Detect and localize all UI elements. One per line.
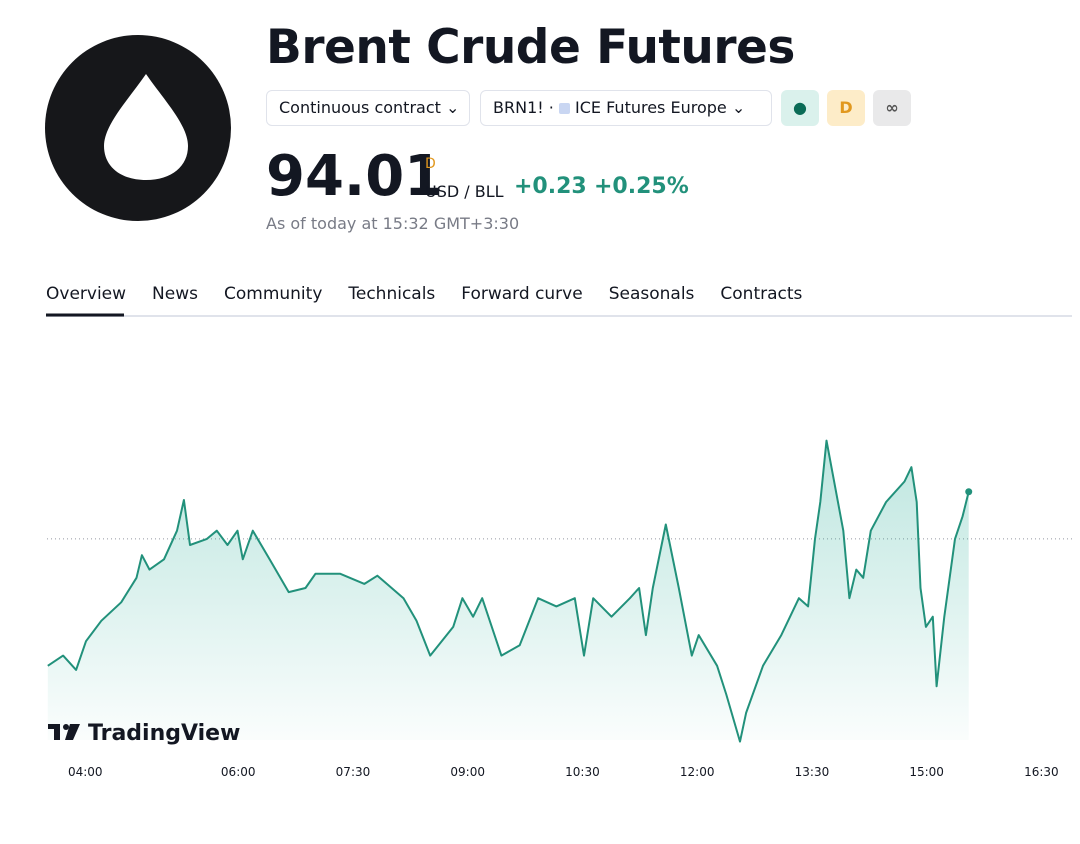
tab[interactable]: Technicals [348,284,436,304]
change-percent: +0.25% [594,174,689,199]
x-tick-label: 07:30 [336,765,371,779]
logo-drop [104,74,188,180]
x-tick-label: 15:00 [909,765,944,779]
watermark: TradingView [88,721,240,746]
change: +0.23 [514,174,587,199]
last-point [965,488,973,496]
x-tick-label: 16:30 [1024,765,1059,779]
continuous-badge[interactable]: ∞ [873,90,911,126]
area [47,440,969,742]
tab[interactable]: Seasonals [608,284,695,304]
delay-badge[interactable]: D [827,90,865,126]
watermark-icon [48,724,80,740]
currency: USD / BLL [425,182,504,201]
price: 94.01 [266,144,444,209]
tab[interactable]: Contracts [720,284,803,304]
price-flag: D [425,156,436,172]
timestamp: As of today at 15:32 GMT+3:30 [266,214,520,233]
x-tick-label: 13:30 [795,765,830,779]
price-line [47,439,970,743]
tabs: Overview News Community Technicals Forward c… [46,284,802,313]
tab[interactable]: Overview [46,284,127,304]
contract-dropdown[interactable]: Continuous contract ⌄ [266,90,470,126]
x-tick-label: 12:00 [680,765,715,779]
tab[interactable]: News [152,284,198,304]
x-tick-label: 04:00 [68,765,103,779]
x-tick-label: 09:00 [450,765,485,779]
contract: Continuous contract [279,98,441,117]
exchange: ICE Futures Europe [575,98,727,117]
x-tick-label: 06:00 [221,765,256,779]
exchange-dropdown[interactable]: BRN1! · ICE Futures Europe ⌄ [480,90,772,126]
plot: 04:00 06:00 07:30 09:00 10:30 12:00 13:30 15:00… [47,439,1072,779]
tab[interactable]: Community [223,284,323,304]
status-badge[interactable]: ● [781,90,819,126]
tab[interactable]: Forward curve [461,284,583,304]
title: Brent Crude Futures [266,20,795,75]
x-tick-label: 10:30 [565,765,600,779]
symbol: BRN1! [493,98,544,117]
